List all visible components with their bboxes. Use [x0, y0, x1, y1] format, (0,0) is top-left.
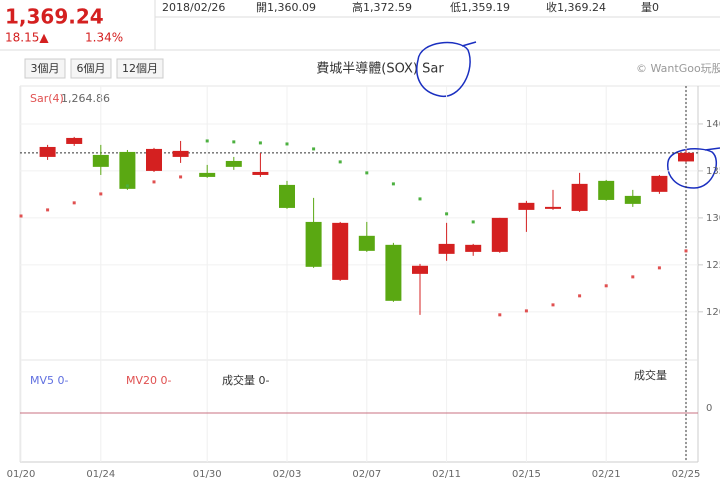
candle-body — [465, 244, 482, 252]
sar-dot — [258, 141, 262, 145]
sar-dot — [604, 284, 608, 288]
candle-body — [119, 151, 136, 189]
sar-dot — [551, 303, 555, 307]
mv5-label: MV5 0- — [30, 374, 69, 387]
volume-label: 成交量 0- — [222, 373, 269, 387]
x-tick-label: 01/20 — [7, 469, 36, 480]
candle-body — [279, 184, 295, 208]
button-label[interactable]: 6個月 — [77, 62, 106, 75]
volume: 量0 — [641, 1, 659, 14]
candle-body — [491, 217, 508, 252]
x-tick-label: 02/03 — [273, 469, 302, 480]
sar-value: 1,264.86 — [61, 92, 110, 105]
change: 18.15▲ — [5, 31, 49, 45]
sar-dot — [418, 197, 422, 201]
candle-body — [332, 222, 349, 280]
sar-dot — [631, 275, 635, 279]
sar-dot — [46, 208, 50, 212]
candle-body — [624, 195, 641, 204]
candle-body — [518, 202, 535, 210]
candle-body — [146, 148, 162, 171]
candle-body — [651, 175, 668, 192]
candle-body — [678, 152, 694, 162]
volume-title: 成交量 — [634, 368, 667, 382]
candle-body — [438, 243, 455, 254]
sar-dot — [125, 184, 129, 188]
candle-body — [172, 150, 189, 157]
candle-body — [305, 221, 322, 267]
sar-dot — [524, 309, 528, 313]
sar-name: Sar(4) — [30, 92, 64, 105]
price: 1,369.24 — [5, 5, 104, 29]
candle-body — [66, 137, 83, 144]
high: 高1,372.59 — [352, 0, 412, 14]
y-tick-label: 1400 — [706, 119, 720, 130]
candle-body — [571, 183, 588, 211]
copyright: © WantGoo玩股 — [636, 62, 720, 75]
candle-body — [39, 146, 56, 157]
sar-dot — [684, 249, 688, 253]
button[interactable] — [70, 58, 112, 79]
candle-body — [545, 206, 561, 209]
button-label[interactable]: 12個月 — [122, 62, 158, 75]
sar-dot — [338, 160, 342, 164]
y-tick-label: 1300 — [706, 213, 720, 224]
candle-body — [225, 160, 242, 167]
sar-dot — [312, 147, 316, 151]
y-tick-label: 0 — [706, 403, 712, 414]
candle-body — [92, 154, 109, 167]
button[interactable] — [116, 58, 164, 79]
sar-dot — [72, 201, 76, 205]
sar-dot — [179, 175, 183, 179]
button-label[interactable]: 3個月 — [31, 62, 60, 75]
sar-dot — [285, 142, 289, 146]
button[interactable] — [24, 58, 66, 79]
sar-dot — [657, 266, 661, 270]
x-tick-label: 01/24 — [86, 469, 115, 480]
x-tick-label: 02/25 — [672, 469, 701, 480]
x-tick-label: 02/21 — [592, 469, 621, 480]
sar-dot — [365, 171, 369, 175]
sar-dot — [445, 212, 449, 216]
sar-dot — [471, 220, 475, 224]
sar-dot — [19, 214, 23, 218]
sar-dot — [99, 192, 103, 196]
change-pct: 1.34% — [85, 31, 123, 45]
candle-body — [252, 171, 269, 175]
x-tick-label: 02/15 — [512, 469, 541, 480]
y-tick-label: 1250 — [706, 260, 720, 271]
annotation-circle — [416, 41, 477, 97]
candle-body — [358, 235, 375, 251]
chart-title: 費城半導體(SOX) Sar — [316, 62, 444, 77]
y-tick-label: 1350 — [706, 166, 720, 177]
x-tick-label: 02/07 — [352, 469, 381, 480]
candle-body — [199, 172, 216, 177]
sar-dot — [498, 313, 502, 317]
candle-body — [412, 265, 428, 274]
sar-dot — [152, 180, 156, 184]
date: 2018/02/26 — [162, 1, 225, 14]
open: 開1,360.09 — [256, 1, 316, 14]
y-tick-label: 1200 — [706, 307, 720, 318]
mv20-label: MV20 0- — [126, 374, 172, 387]
candle-body — [385, 244, 402, 301]
x-tick-label: 01/30 — [193, 469, 222, 480]
x-tick-label: 02/11 — [432, 469, 461, 480]
sar-dot — [232, 140, 236, 144]
sar-dot — [391, 182, 395, 186]
sar-dot — [205, 139, 209, 143]
close: 收1,369.24 — [546, 0, 606, 14]
toolbar: 3個月 6個月 12個月 — [24, 58, 164, 79]
sar-dot — [578, 294, 582, 298]
low: 低1,359.19 — [450, 1, 510, 14]
candle-body — [598, 180, 615, 200]
